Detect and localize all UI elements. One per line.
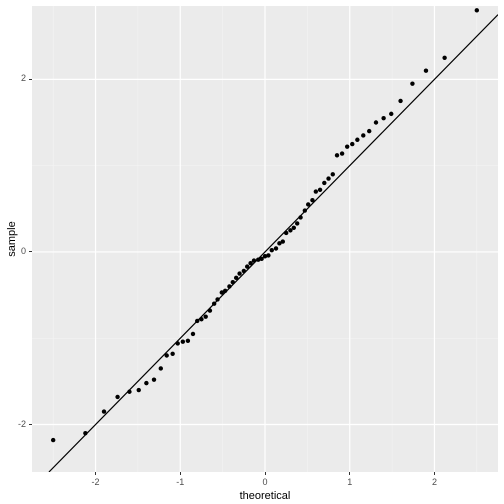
x-tick-mark [349, 472, 350, 475]
x-axis-label: theoretical [235, 490, 295, 502]
plot-panel [32, 6, 498, 472]
x-tick-label: -2 [81, 477, 111, 487]
x-tick-label: 1 [335, 477, 365, 487]
y-tick-mark [29, 424, 32, 425]
y-tick-mark [29, 79, 32, 80]
y-tick-label: -2 [6, 419, 26, 429]
qqplot-figure: theoretical sample -2-1012 -202 [0, 0, 504, 504]
y-tick-label: 2 [6, 73, 26, 83]
x-tick-label: 2 [419, 477, 449, 487]
x-tick-mark [180, 472, 181, 475]
x-tick-label: 0 [250, 477, 280, 487]
y-tick-mark [29, 251, 32, 252]
x-tick-label: -1 [165, 477, 195, 487]
x-tick-mark [434, 472, 435, 475]
plot-svg [32, 6, 498, 472]
x-tick-mark [95, 472, 96, 475]
x-tick-mark [265, 472, 266, 475]
y-tick-label: 0 [6, 246, 26, 256]
